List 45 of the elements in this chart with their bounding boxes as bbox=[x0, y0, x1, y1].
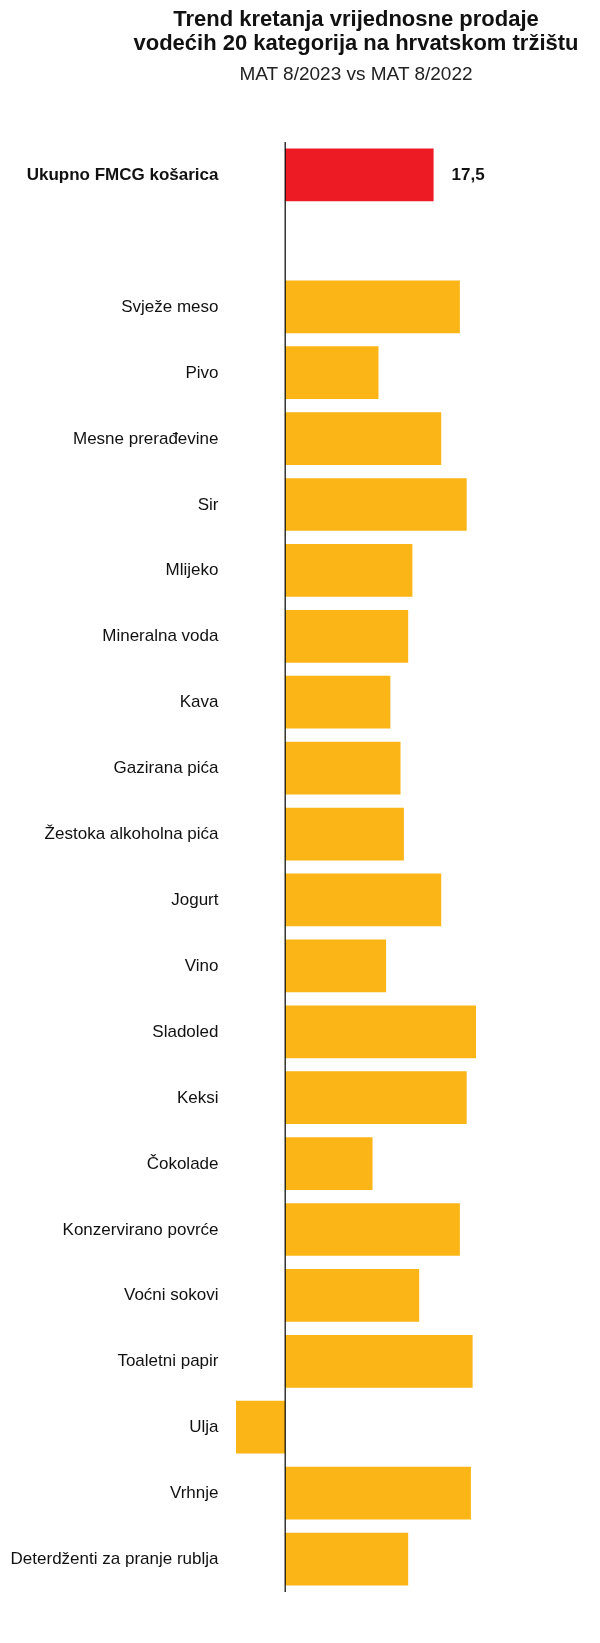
y-tick-label: Toaletni papir bbox=[117, 1351, 219, 1371]
data-label: 17,5 bbox=[451, 164, 485, 184]
y-tick-label: Čokolade bbox=[146, 1153, 219, 1173]
bar bbox=[285, 1005, 476, 1059]
bar bbox=[285, 346, 379, 400]
y-tick-label: Kava bbox=[179, 692, 220, 712]
bar bbox=[285, 412, 442, 465]
bar bbox=[285, 873, 442, 927]
chart-subtitle: MAT 8/2023 vs MAT 8/2022 bbox=[239, 63, 473, 85]
bar bbox=[285, 1466, 471, 1520]
bar bbox=[285, 741, 401, 795]
y-tick-label: Vrhnje bbox=[169, 1483, 219, 1503]
y-tick-label: Mlijeko bbox=[165, 560, 219, 580]
bar bbox=[285, 1334, 473, 1388]
y-tick-label: Mineralna voda bbox=[102, 626, 220, 646]
bar bbox=[285, 478, 467, 531]
bar bbox=[285, 148, 434, 202]
y-tick-label: Ukupno FMCG košarica bbox=[26, 164, 220, 184]
y-tick-label: Sladoled bbox=[152, 1021, 219, 1041]
bar bbox=[236, 1400, 286, 1454]
chart-title: Trend kretanja vrijednosne prodaje vodećih 20 kategorija na hrvatskom tržištu bbox=[133, 6, 579, 56]
bar bbox=[285, 807, 404, 861]
y-tick-label: Voćni sokovi bbox=[124, 1285, 219, 1305]
y-tick-label: Keksi bbox=[176, 1087, 219, 1107]
bar bbox=[285, 1137, 373, 1190]
y-tick-label: Pivo bbox=[185, 362, 219, 382]
y-tick-label: Konzervirano povrće bbox=[62, 1219, 219, 1239]
bar bbox=[285, 939, 387, 993]
y-tick-label: Žestoka alkoholna pića bbox=[44, 824, 220, 844]
y-tick-label: Sir bbox=[197, 494, 219, 514]
y-tick-label: Svježe meso bbox=[121, 296, 219, 316]
bar bbox=[285, 1071, 467, 1125]
bar bbox=[285, 609, 409, 663]
bar bbox=[285, 1532, 409, 1586]
y-tick-label: Deterdženti za pranje rublja bbox=[10, 1549, 220, 1569]
y-tick-label: Mesne prerađevine bbox=[72, 428, 219, 448]
bar bbox=[285, 675, 391, 729]
y-tick-label: Vino bbox=[184, 955, 219, 975]
bar bbox=[285, 544, 413, 597]
bar bbox=[285, 1203, 460, 1256]
y-tick-label: Jogurt bbox=[171, 889, 219, 909]
bar bbox=[285, 1269, 420, 1322]
y-tick-label: Gazirana pića bbox=[113, 758, 220, 778]
y-tick-label: Ulja bbox=[189, 1417, 220, 1437]
bar bbox=[285, 280, 460, 334]
